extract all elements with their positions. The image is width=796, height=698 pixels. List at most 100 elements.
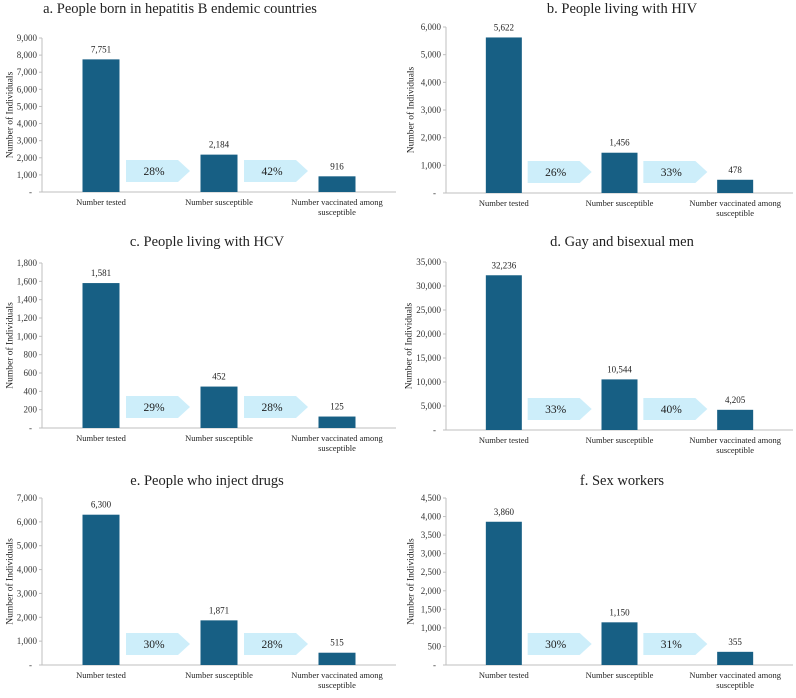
y-tick-label: 5,000 (17, 101, 38, 111)
conversion-percent-label: 28% (143, 166, 165, 178)
y-tick-label: 15,000 (416, 353, 441, 363)
data-label: 5,622 (494, 22, 514, 32)
conversion-arrow (244, 160, 308, 182)
y-axis-label: Number of Individuals (403, 302, 414, 389)
x-category-label: Number tested (479, 435, 530, 445)
y-tick-label: 4,000 (17, 565, 38, 575)
y-tick-label: 1,000 (17, 636, 38, 646)
conversion-percent-label: 28% (261, 402, 283, 414)
y-tick-label: 6,000 (17, 517, 38, 527)
y-tick-label: 4,000 (17, 119, 38, 129)
conversion-percent-label: 26% (545, 167, 567, 179)
y-tick-label: 1,500 (421, 604, 442, 614)
data-label: 10,544 (607, 364, 632, 374)
x-category-label: Number vaccinated among susceptible (689, 198, 781, 218)
y-tick-label: 1,600 (17, 276, 38, 286)
x-category-label: Number tested (479, 198, 530, 208)
x-category-label: Number vaccinated among susceptible (291, 670, 383, 690)
y-tick-label: 2,500 (421, 567, 442, 577)
bar (200, 154, 238, 192)
conversion-arrow (527, 398, 592, 420)
bar (717, 179, 754, 193)
conversion-arrow (126, 160, 190, 182)
data-label: 6,300 (91, 500, 112, 510)
x-category-label: Number susceptible (586, 198, 654, 208)
bar (82, 514, 120, 665)
y-tick-label: 3,000 (421, 105, 442, 115)
y-tick-label: 8,000 (17, 50, 38, 60)
x-category-label: Number susceptible (586, 670, 654, 680)
bar (318, 176, 356, 192)
y-tick-label: - (433, 425, 436, 435)
conversion-percent-label: 30% (143, 639, 165, 651)
conversion-percent-label: 33% (661, 167, 683, 179)
x-category-label: Number susceptible (185, 433, 253, 443)
chart-panel: b. People living with HIV Number of Indiv… (405, 1, 793, 218)
chart-title: b. People living with HIV (547, 1, 698, 17)
y-axis-label: Number of Individuals (4, 71, 15, 158)
y-tick-label: 1,000 (17, 331, 38, 341)
conversion-arrow (244, 396, 308, 418)
data-label: 4,205 (725, 395, 746, 405)
y-axis-label: Number of Individuals (405, 66, 416, 153)
y-tick-label: 7,000 (17, 493, 38, 503)
conversion-arrow (643, 161, 708, 183)
y-tick-label: - (29, 423, 32, 433)
x-category-label: Number vaccinated among susceptible (689, 670, 781, 690)
y-tick-label: 1,800 (17, 258, 38, 268)
x-category-label: Number susceptible (586, 435, 654, 445)
y-tick-label: 7,000 (17, 67, 38, 77)
y-tick-label: 2,000 (421, 586, 442, 596)
y-tick-label: 1,000 (421, 160, 442, 170)
y-tick-label: 25,000 (416, 305, 441, 315)
conversion-percent-label: 42% (261, 166, 283, 178)
conversion-arrow (643, 398, 708, 420)
conversion-arrow (244, 633, 308, 655)
y-tick-label: 3,000 (421, 549, 442, 559)
y-axis-label: Number of Individuals (4, 302, 15, 389)
x-category-label: Number susceptible (185, 197, 253, 207)
y-tick-label: 30,000 (416, 281, 441, 291)
x-category-label: Number tested (76, 197, 127, 207)
data-label: 3,860 (494, 507, 515, 517)
y-tick-label: 3,000 (17, 136, 38, 146)
data-label: 125 (330, 402, 344, 412)
data-label: 355 (728, 637, 742, 647)
y-axis-label: Number of Individuals (4, 538, 15, 625)
y-tick-label: 800 (24, 350, 38, 360)
y-tick-label: - (433, 660, 436, 670)
y-tick-label: 2,000 (421, 133, 442, 143)
y-tick-label: 1,000 (421, 623, 442, 633)
conversion-percent-label: 28% (261, 639, 283, 651)
y-tick-label: 1,400 (17, 295, 38, 305)
y-tick-label: 600 (24, 368, 38, 378)
data-label: 515 (330, 638, 344, 648)
data-label: 2,184 (209, 140, 230, 150)
x-category-label: Number vaccinated among susceptible (291, 197, 383, 217)
conversion-percent-label: 30% (545, 639, 567, 651)
bar (200, 620, 238, 665)
y-tick-label: 5,000 (17, 541, 38, 551)
data-label: 32,236 (491, 260, 516, 270)
x-category-label: Number vaccinated among susceptible (689, 435, 781, 455)
y-tick-label: 5,000 (421, 401, 442, 411)
y-axis-label: Number of Individuals (405, 538, 416, 625)
data-label: 1,456 (609, 138, 630, 148)
conversion-percent-label: 33% (545, 404, 567, 416)
x-category-label: Number tested (76, 670, 127, 680)
conversion-percent-label: 29% (143, 402, 165, 414)
chart-panel: e. People who inject drugs Number of Indi… (4, 473, 396, 690)
x-category-label: Number tested (479, 670, 530, 680)
y-tick-label: - (29, 187, 32, 197)
bar (485, 37, 522, 193)
chart-panel: c. People living with HCV Number of Indiv… (4, 234, 396, 453)
data-label: 916 (330, 161, 344, 171)
conversion-arrow (527, 633, 592, 655)
y-tick-label: 20,000 (416, 329, 441, 339)
bar (82, 59, 120, 192)
chart-panel: f. Sex workers Number of Individuals - 500 1… (405, 473, 793, 690)
y-tick-label: 3,000 (17, 588, 38, 598)
conversion-arrow (527, 161, 592, 183)
